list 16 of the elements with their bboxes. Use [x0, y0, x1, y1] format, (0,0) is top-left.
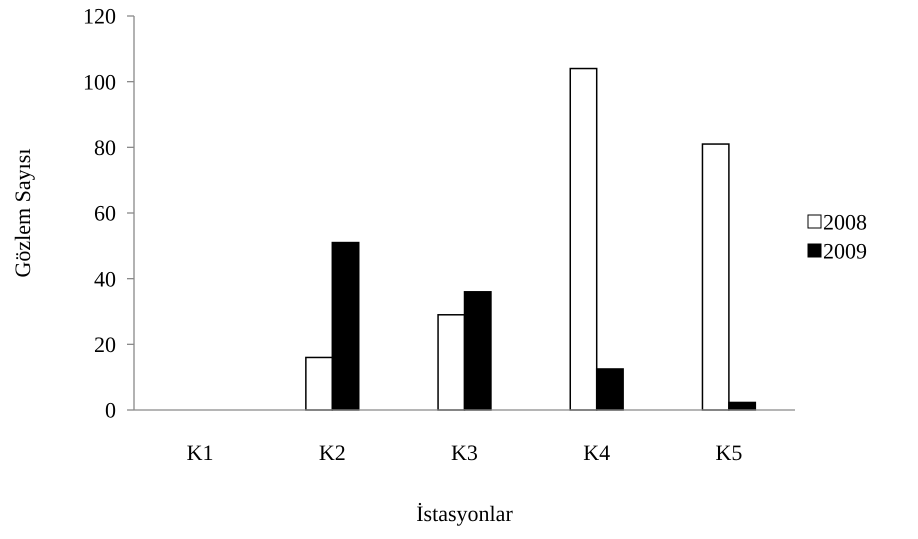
- y-axis-title: Gözlem Sayısı: [10, 148, 35, 278]
- x-tick-label: K5: [715, 440, 742, 465]
- y-tick-label: 20: [94, 332, 116, 358]
- x-tick-label: K3: [451, 440, 478, 465]
- x-tick-label: K1: [186, 440, 214, 465]
- y-tick-label: 80: [94, 135, 116, 160]
- y-tick-label: 120: [83, 4, 116, 29]
- y-tick-label: 0: [105, 398, 116, 423]
- x-tick-label: K4: [583, 440, 610, 465]
- y-tick-label: 60: [94, 200, 116, 226]
- x-axis-title: İstasyonlar: [416, 501, 514, 526]
- legend-label: 2009: [823, 238, 867, 264]
- y-tick-label: 100: [83, 69, 116, 94]
- legend-label: 2008: [823, 210, 867, 235]
- x-tick-label: K2: [318, 440, 346, 465]
- y-tick-label: 40: [94, 266, 116, 292]
